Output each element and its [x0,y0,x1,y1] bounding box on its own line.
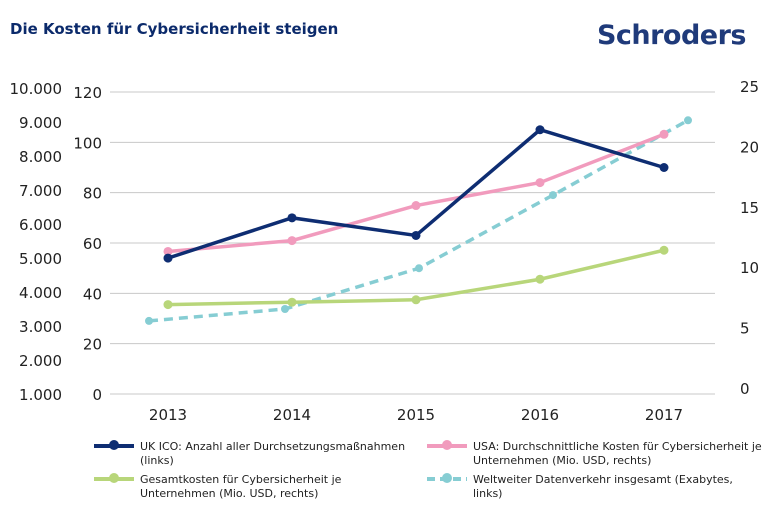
left-inner-tick-label: 20 [83,336,102,354]
chart-title: Die Kosten für Cybersicherheit steigen [10,20,339,38]
left-outer-tick-label: 10.000 [10,80,63,98]
left-outer-tick-label: 6.000 [19,216,62,234]
left-inner-tick-label: 80 [83,185,102,203]
series-1 [163,129,669,256]
data-point [163,253,173,263]
legend-swatch-0 [94,440,134,450]
data-point [411,230,421,240]
series-0 [163,125,669,263]
left-outer-tick-label: 2.000 [19,352,62,370]
left-outer-tick-label: 5.000 [19,250,62,268]
series-2 [163,245,669,310]
left-outer-tick-label: 9.000 [19,114,62,132]
data-point [145,316,153,325]
data-point [659,163,669,172]
legend-item-0: UK ICO: Anzahl aller Durchsetzungsmaßnah… [92,440,412,468]
left-outer-tick-label: 3.000 [19,318,62,336]
data-point [411,201,421,211]
left-outer-tick-label: 4.000 [19,284,62,302]
data-point [287,213,297,223]
schroders-logo: Schroders [596,20,747,51]
legend-label-2: Gesamtkosten für Cybersicherheit je Unte… [140,473,342,500]
left-outer-tick-label: 8.000 [19,148,62,166]
legend-marker [109,440,119,450]
legend-swatch-1 [427,440,467,450]
data-point [659,129,669,139]
legend-item-3: Weltweiter Datenverkehr insgesamt (Exaby… [425,473,765,501]
right-tick-label: 10 [740,259,759,277]
data-point [415,264,423,273]
left-inner-tick-label: 120 [73,84,102,102]
legend-item-2: Gesamtkosten für Cybersicherheit je Unte… [92,473,412,501]
legend-marker [442,440,452,450]
legend-swatch-2 [94,473,134,483]
x-tick-label: 2014 [273,406,311,424]
data-point [535,125,545,135]
x-tick-label: 2015 [397,406,435,424]
x-tick-label: 2016 [521,406,559,424]
data-point [281,305,289,313]
data-point [287,236,297,246]
right-tick-label: 0 [740,380,750,398]
data-point [684,116,692,125]
series-3 [145,116,692,325]
data-point [163,246,173,256]
legend-marker [109,473,119,483]
legend-label-0: UK ICO: Anzahl aller Durchsetzungsmaßnah… [140,440,406,467]
left-outer-tick-label: 7.000 [19,182,62,200]
right-tick-label: 20 [740,138,759,156]
right-tick-label: 5 [740,320,750,338]
right-tick-label: 25 [740,78,759,96]
x-tick-label: 2017 [645,406,683,424]
left-inner-tick-label: 0 [92,386,102,404]
chart-plot: 0204060801001201.0002.0003.0004.0005.000… [10,78,760,424]
data-point [287,297,297,307]
legend-swatch-3 [427,473,467,483]
left-inner-tick-label: 100 [73,134,102,152]
data-point [535,178,545,188]
data-point [535,274,545,284]
data-point [163,300,173,310]
legend-label-3: Weltweiter Datenverkehr insgesamt (Exaby… [473,473,733,500]
legend-item-1: USA: Durchschnittliche Kosten für Cybers… [425,440,765,468]
data-point [411,295,421,305]
data-point [549,191,557,200]
left-outer-tick-label: 1.000 [19,386,62,404]
right-tick-label: 15 [740,199,759,217]
left-inner-tick-label: 40 [83,285,102,303]
legend-marker [442,473,452,483]
legend-label-1: USA: Durchschnittliche Kosten für Cybers… [473,440,762,467]
left-inner-tick-label: 60 [83,235,102,253]
data-point [659,245,669,255]
x-tick-label: 2013 [149,406,187,424]
